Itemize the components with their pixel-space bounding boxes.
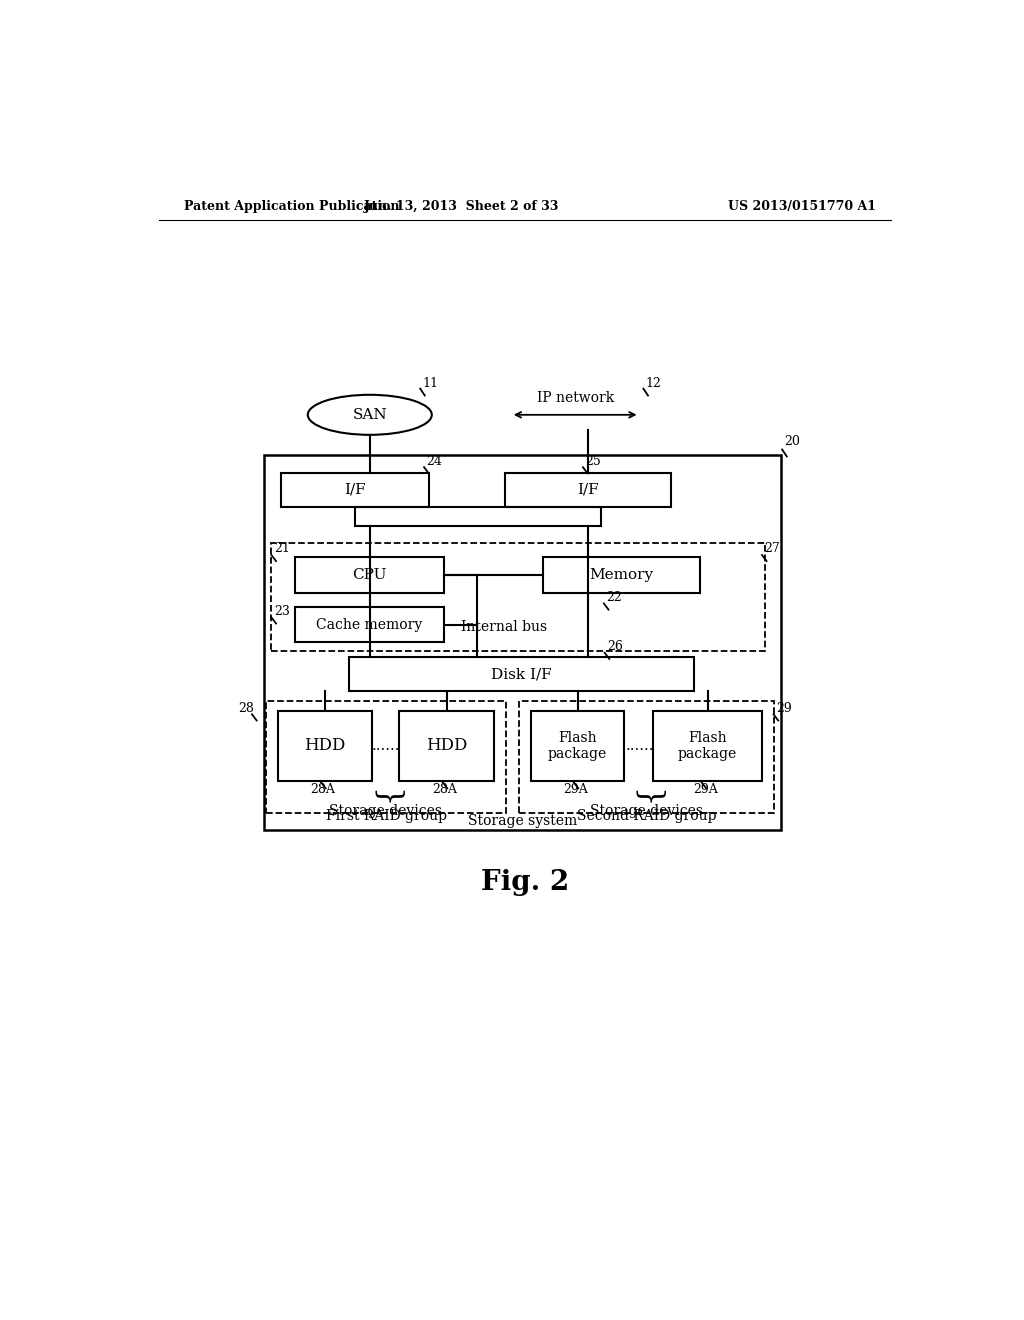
Bar [271,544,765,651]
Bar [653,711,762,780]
Bar [506,473,671,507]
Text: First RAID group: First RAID group [326,809,446,824]
Bar [295,607,444,642]
Text: Second RAID group: Second RAID group [577,809,716,824]
Text: Storage devices: Storage devices [329,804,442,817]
Text: }: } [631,788,662,808]
Text: I/F: I/F [344,483,366,496]
Text: CPU: CPU [352,569,387,582]
Text: ......: ...... [626,739,653,752]
Text: 20: 20 [784,436,801,449]
Text: 29A: 29A [563,783,588,796]
Text: 25: 25 [586,454,601,467]
Text: 29A: 29A [693,783,718,796]
Text: }: } [371,788,401,808]
Text: US 2013/0151770 A1: US 2013/0151770 A1 [728,199,877,213]
Text: 29: 29 [776,702,792,714]
Text: 28A: 28A [432,783,457,796]
Bar [278,711,372,780]
Text: Storage devices: Storage devices [590,804,702,817]
Text: Internal bus: Internal bus [461,619,548,634]
Text: Storage system: Storage system [468,814,578,829]
Text: Flash
package: Flash package [548,731,607,762]
Bar [349,657,693,692]
Text: Cache memory: Cache memory [316,618,423,632]
Text: 22: 22 [606,591,622,603]
Text: IP network: IP network [537,391,613,405]
Text: Patent Application Publication: Patent Application Publication [183,199,399,213]
Text: I/F: I/F [578,483,599,496]
Text: HDD: HDD [304,738,345,755]
Bar [266,701,506,813]
Text: Fig. 2: Fig. 2 [480,869,569,896]
Bar [355,507,601,527]
Text: Memory: Memory [589,569,653,582]
Text: Flash
package: Flash package [678,731,737,762]
Bar [263,455,781,830]
Text: 24: 24 [426,454,442,467]
Bar [399,711,494,780]
Text: 28: 28 [239,702,254,714]
Text: 21: 21 [273,543,290,556]
Text: ......: ...... [372,739,400,752]
Bar [519,701,773,813]
Text: HDD: HDD [426,738,467,755]
Text: SAN: SAN [352,408,387,422]
Text: 27: 27 [764,543,780,556]
Bar [531,711,624,780]
Text: 11: 11 [423,376,438,389]
Bar [282,473,429,507]
Bar [295,557,444,594]
Text: 26: 26 [607,640,623,653]
Text: 28A: 28A [310,783,335,796]
Text: Disk I/F: Disk I/F [490,668,552,681]
Text: Jun. 13, 2013  Sheet 2 of 33: Jun. 13, 2013 Sheet 2 of 33 [364,199,559,213]
Bar [543,557,700,594]
Text: 12: 12 [646,376,662,389]
Text: 23: 23 [273,605,290,618]
